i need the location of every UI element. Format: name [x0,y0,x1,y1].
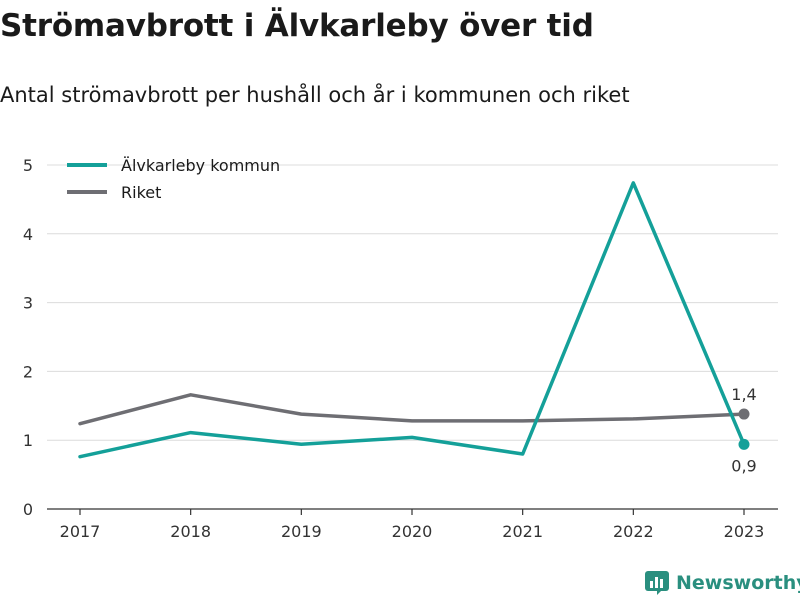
x-tick-label: 2019 [281,522,322,541]
y-tick-label: 5 [23,156,33,175]
x-tick-label: 2018 [170,522,211,541]
chart-subtitle: Antal strömavbrott per hushåll och år i … [0,83,630,107]
x-tick-label: 2017 [60,522,101,541]
brand-name: Newsworthy [676,572,800,594]
x-tick-label: 2023 [724,522,765,541]
brand-logo: Newsworthy [644,570,800,596]
y-tick-label: 1 [23,431,33,450]
x-tick-label: 2022 [613,522,654,541]
y-tick-label: 4 [23,225,33,244]
y-tick-label: 3 [23,294,33,313]
legend-label: Älvkarleby kommun [121,156,280,175]
end-label-riket: 1,4 [731,385,756,404]
series-line-älvkarleby-kommun [78,181,746,459]
y-tick-label: 2 [23,362,33,381]
legend-label: Riket [121,183,161,202]
chart-title: Strömavbrott i Älvkarleby över tid [0,8,594,44]
end-point-älvkarleby-kommun [738,438,750,450]
series-line-riket [78,393,746,426]
x-tick-label: 2020 [392,522,433,541]
end-label-älvkarleby-kommun: 0,9 [731,456,756,475]
y-tick-label: 0 [23,500,33,519]
x-tick-label: 2021 [502,522,543,541]
end-point-riket [738,408,750,420]
newsworthy-logo-icon [645,571,669,595]
